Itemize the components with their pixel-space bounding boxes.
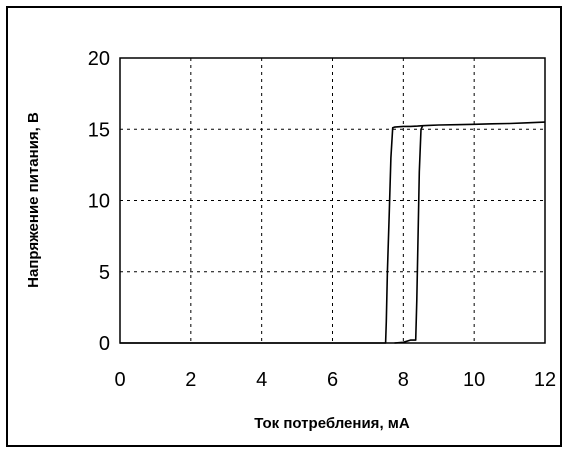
chart: 0 2 4 6 8 10 12 0 5 10 15 20 Ток потребления, мА Н… bbox=[25, 48, 556, 432]
x-tick-label: 10 bbox=[463, 369, 485, 391]
y-axis-title: Напряжение питания, В bbox=[25, 112, 42, 288]
x-tick-label: 8 bbox=[398, 369, 409, 391]
x-tick-label: 12 bbox=[534, 369, 556, 391]
chart-frame: 0 2 4 6 8 10 12 0 5 10 15 20 Ток потребления, мА Н… bbox=[6, 6, 562, 447]
y-tick-label: 10 bbox=[88, 191, 110, 213]
x-tick-label: 4 bbox=[256, 369, 267, 391]
x-tick-label: 2 bbox=[185, 369, 196, 391]
y-tick-label: 5 bbox=[99, 262, 110, 284]
x-tick-label: 0 bbox=[114, 369, 125, 391]
y-tick-label: 0 bbox=[99, 333, 110, 355]
y-tick-label: 15 bbox=[88, 119, 110, 141]
y-tick-label: 20 bbox=[88, 48, 110, 70]
y-tick-labels: 0 5 10 15 20 bbox=[88, 48, 110, 355]
series-line-1 bbox=[120, 121, 546, 344]
x-tick-label: 6 bbox=[327, 369, 338, 391]
x-tick-labels: 0 2 4 6 8 10 12 bbox=[114, 369, 556, 391]
series-line-2 bbox=[394, 125, 424, 344]
x-axis-title: Ток потребления, мА bbox=[254, 415, 410, 432]
grid-lines bbox=[120, 58, 545, 343]
series-layer bbox=[120, 121, 546, 344]
